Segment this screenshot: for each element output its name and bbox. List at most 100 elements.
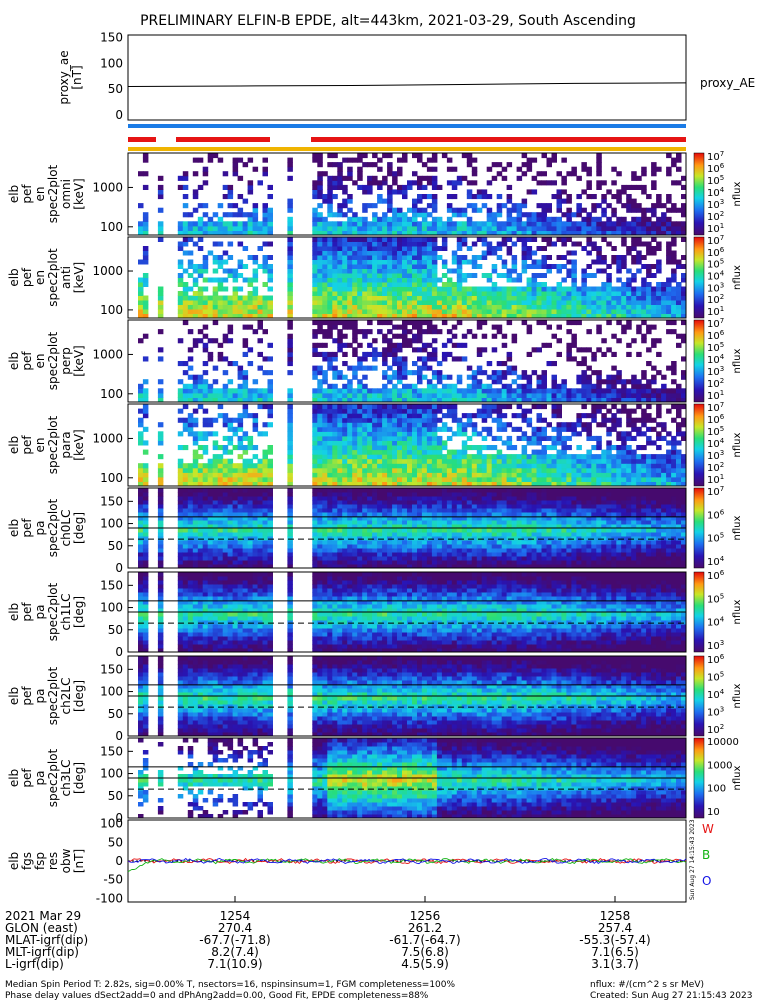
footer-row-value: 7.1(10.9) <box>207 957 262 971</box>
y-tick-label: 0 <box>115 854 123 868</box>
y-axis-label: pa <box>33 771 47 786</box>
y-axis-label: pef <box>20 518 34 538</box>
y-tick-label: 1000 <box>92 264 123 278</box>
y-axis-label: pef <box>20 768 34 788</box>
y-axis-label: [keV] <box>72 345 86 376</box>
y-axis-label: [keV] <box>72 429 86 460</box>
colorbar-tick-label: 106 <box>707 653 725 666</box>
y-axis-label: elb <box>7 519 21 537</box>
colorbar-label: nflux <box>732 683 743 708</box>
y-tick-label: 0 <box>115 729 123 743</box>
panel-frame <box>127 319 687 403</box>
y-axis-label: spec2plot <box>46 248 60 307</box>
y-tick-label: 100 <box>100 767 123 781</box>
colorbar-tick-label: 105 <box>707 592 724 605</box>
y-tick-label: 100 <box>100 685 123 699</box>
heatmap-cells <box>138 738 687 819</box>
y-tick-label: 50 <box>108 789 123 803</box>
y-axis-label: [nT] <box>70 65 84 89</box>
footer-row-value: 257.4 <box>598 921 632 935</box>
colorbar <box>693 152 705 236</box>
panel-frame <box>127 403 687 487</box>
footer-row-value: 261.2 <box>408 921 442 935</box>
y-axis-label: res <box>46 852 60 870</box>
y-axis-label: ch2LC <box>59 678 73 715</box>
y-tick-label: 50 <box>108 835 123 849</box>
y-axis-label: [deg] <box>72 596 86 628</box>
colorbar-tick-label: 105 <box>707 671 724 684</box>
y-axis-label: spec2plot <box>46 498 60 557</box>
colorbar-tick-label: 103 <box>707 639 724 652</box>
y-axis-label: en <box>33 270 47 285</box>
fgs-trace <box>127 857 687 865</box>
legend-entry: W <box>702 822 714 836</box>
footer-row-value: 3.1(3.7) <box>591 957 639 971</box>
colorbar-tick-label: 100 <box>707 784 726 795</box>
y-axis-label: [keV] <box>72 262 86 293</box>
panel-pa_ch3: 10000 1000 100 10 nflux 150 100 50 0 elb pef pa spec… <box>7 737 743 825</box>
footer-row-value: -55.3(-57.4) <box>579 933 650 947</box>
y-axis-label: en <box>33 354 47 369</box>
y-axis-label: ch3LC <box>59 760 73 797</box>
y-axis-label: spec2plot <box>46 748 60 807</box>
y-axis-label: spec2plot <box>46 666 60 725</box>
y-axis-label: spec2plot <box>46 164 60 223</box>
footer-row-value: -67.7(-71.8) <box>199 933 270 947</box>
colorbar-tick-label: 104 <box>707 688 725 701</box>
panel-frame <box>127 236 687 319</box>
panel-frame <box>127 152 687 236</box>
y-axis-label: para <box>59 431 73 458</box>
colorbar-tick-label: 104 <box>707 555 725 568</box>
y-tick-label: 100 <box>100 817 123 831</box>
colorbar-label: nflux <box>732 348 743 373</box>
footer-row-label: MLAT-igrf(dip) <box>5 933 88 947</box>
panel-proxy_ae: 150 100 50 0 proxy_AE proxy_ae [nT] <box>57 31 755 151</box>
y-axis-label: [deg] <box>72 512 86 544</box>
y-axis-label: fsp <box>33 852 47 870</box>
right-label: proxy_AE <box>700 76 755 90</box>
chart-title: PRELIMINARY ELFIN-B EPDE, alt=443km, 202… <box>140 13 636 29</box>
y-axis-label: elb <box>7 185 21 203</box>
colorbar <box>693 236 705 319</box>
y-axis-label: perp <box>59 347 73 375</box>
colorbar <box>693 655 705 737</box>
y-axis-label: fgs <box>20 852 34 870</box>
colorbar-label: nflux <box>732 181 743 206</box>
heatmap-cells <box>138 488 687 569</box>
proxy-ae-line <box>127 82 687 87</box>
footer-row-value: 1256 <box>410 909 441 923</box>
y-tick-label: 1000 <box>92 431 123 445</box>
legend-entry: B <box>702 848 710 862</box>
y-tick-label: 0 <box>115 645 123 659</box>
footer-row-value: 7.5(6.8) <box>401 945 449 959</box>
y-tick-label: 100 <box>100 220 123 234</box>
y-tick-label: 50 <box>108 707 123 721</box>
region-bars <box>128 124 686 151</box>
y-axis-label: elb <box>7 436 21 454</box>
y-tick-label: 0 <box>115 108 123 122</box>
heatmap-cells <box>138 572 687 653</box>
y-axis-label: pef <box>20 602 34 622</box>
colorbar-label: nflux <box>732 265 743 290</box>
y-axis-label: obw <box>59 848 73 873</box>
fgs-trace <box>127 857 687 865</box>
colorbar <box>693 487 705 569</box>
y-tick-label: 100 <box>100 517 123 531</box>
panel-frame <box>127 34 687 121</box>
heatmap-cells <box>138 404 687 487</box>
y-axis-label: pa <box>33 521 47 536</box>
y-axis-label: elb <box>7 268 21 286</box>
red-bar-segment <box>311 137 686 142</box>
y-tick-label: 50 <box>108 82 123 96</box>
y-tick-label: 1000 <box>92 347 123 361</box>
footer-row-value: -61.7(-64.7) <box>389 933 460 947</box>
created-stamp: Created: Sun Aug 27 21:15:43 2023 <box>590 991 752 1000</box>
yellow-bar <box>128 147 686 151</box>
legend-entry: O <box>702 874 711 888</box>
colorbar-tick-label: 107 <box>707 485 724 498</box>
